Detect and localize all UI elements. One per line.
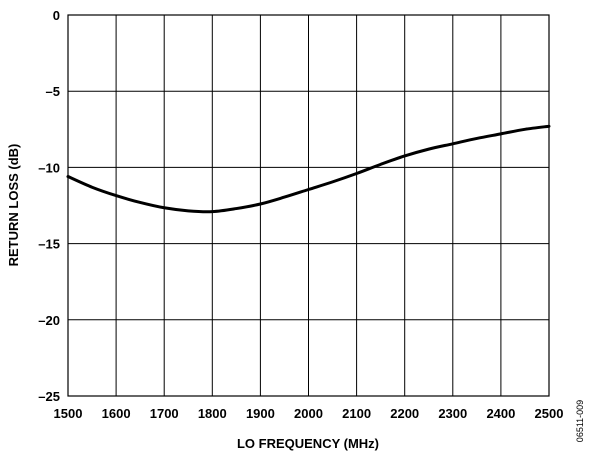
x-tick-label: 2200 <box>390 406 419 421</box>
x-tick-label: 1700 <box>150 406 179 421</box>
y-tick-label: –25 <box>38 389 60 404</box>
x-tick-labels: 1500 1600 1700 1800 1900 2000 2100 2200 2300 2400… <box>54 406 564 421</box>
x-tick-label: 1500 <box>54 406 83 421</box>
y-tick-label: –20 <box>38 313 60 328</box>
x-tick-label: 2500 <box>535 406 564 421</box>
series-line <box>66 124 551 214</box>
x-tick-label: 2000 <box>294 406 323 421</box>
x-tick-label: 1800 <box>198 406 227 421</box>
figure-code: 06511-009 <box>575 400 585 442</box>
x-tick-label: 1900 <box>246 406 275 421</box>
y-axis-label: RETURN LOSS (dB) <box>6 144 21 267</box>
y-tick-label: –10 <box>38 160 60 175</box>
y-tick-labels: 0 –5 –10 –15 –20 –25 <box>38 8 60 404</box>
x-tick-label: 2300 <box>438 406 467 421</box>
y-tick-label: –5 <box>46 84 60 99</box>
x-tick-label: 2400 <box>486 406 515 421</box>
y-tick-label: 0 <box>53 8 60 23</box>
x-tick-label: 2100 <box>342 406 371 421</box>
grid-lines <box>68 15 549 396</box>
x-axis-label: LO FREQUENCY (MHz) <box>237 436 379 451</box>
y-tick-label: –15 <box>38 237 60 252</box>
x-tick-label: 1600 <box>102 406 131 421</box>
